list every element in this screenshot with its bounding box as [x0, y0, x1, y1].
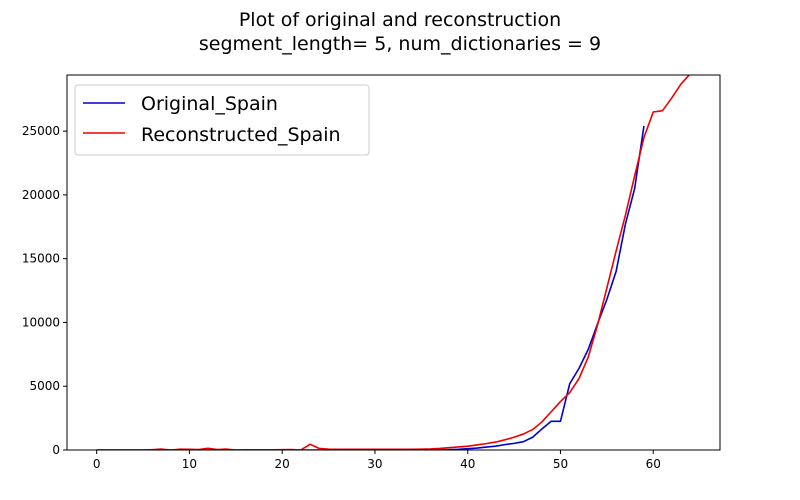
y-tick-label: 10000 — [22, 315, 60, 329]
x-tick-label: 30 — [367, 457, 382, 471]
x-tick-label: 40 — [460, 457, 475, 471]
y-tick-label: 5000 — [29, 379, 60, 393]
series-line-original-spain — [96, 125, 645, 450]
x-tick-label: 10 — [182, 457, 197, 471]
x-tick-label: 0 — [93, 457, 101, 471]
legend-label-reconstructed-spain: Reconstructed_Spain — [141, 124, 341, 146]
legend: Original_Spain Reconstructed_Spain — [74, 84, 370, 156]
y-tick-label: 0 — [52, 443, 60, 457]
x-tick-label: 20 — [275, 457, 290, 471]
plot-area: 0 10 20 30 40 50 60 0 5000 10000 15000 20000 25000 — [22, 74, 721, 471]
y-tick-label: 15000 — [22, 252, 60, 266]
y-tick-label: 20000 — [22, 188, 60, 202]
x-tick-label: 50 — [553, 457, 568, 471]
chart-title-line2: segment_length= 5, num_dictionaries = 9 — [199, 33, 601, 55]
y-tick-label: 25000 — [22, 124, 60, 138]
chart-title-line1: Plot of original and reconstruction — [239, 9, 561, 31]
legend-box — [74, 84, 370, 156]
axes-frame — [66, 74, 721, 451]
series-line-reconstructed-spain — [96, 75, 691, 450]
x-tick-label: 60 — [646, 457, 661, 471]
legend-label-original-spain: Original_Spain — [141, 93, 278, 115]
